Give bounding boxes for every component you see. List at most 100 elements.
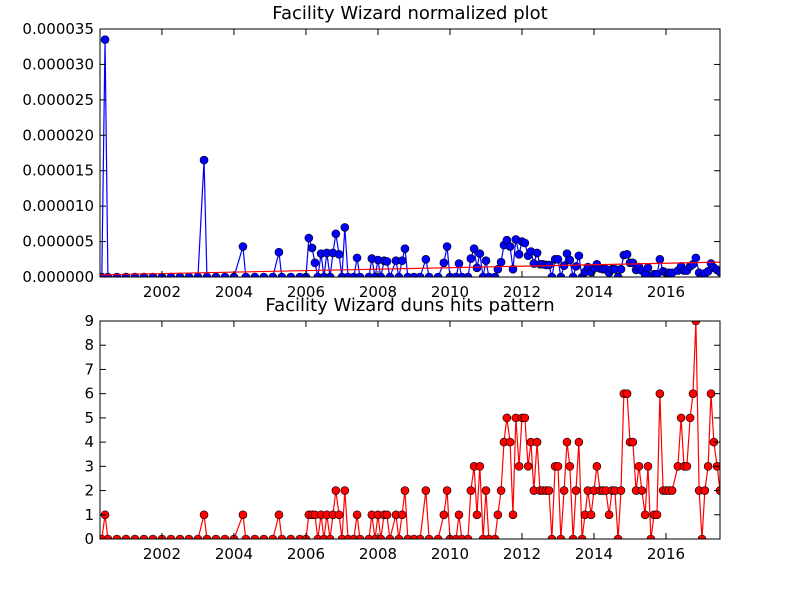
y-tick-label: 0.000035 — [22, 20, 94, 38]
data-point — [622, 250, 632, 259]
data-point — [193, 534, 203, 539]
data-point — [532, 248, 542, 258]
data-point — [556, 272, 566, 277]
data-point — [676, 413, 686, 423]
data-point — [643, 462, 653, 471]
y-tick-label: 0.000015 — [22, 162, 94, 180]
data-point — [613, 272, 623, 277]
data-point — [385, 272, 395, 277]
data-point — [376, 534, 386, 539]
data-point — [415, 272, 425, 277]
data-point — [496, 257, 506, 267]
data-point — [424, 534, 434, 539]
data-point — [553, 462, 563, 471]
data-point — [715, 267, 720, 277]
y-tick-label: 1 — [84, 506, 94, 524]
data-point — [655, 254, 665, 264]
data-point — [586, 510, 596, 520]
data-point — [505, 242, 515, 251]
data-point — [439, 258, 449, 268]
data-point — [355, 534, 365, 539]
data-point — [238, 242, 248, 251]
data-point — [667, 486, 677, 495]
data-point — [220, 534, 230, 539]
data-point — [475, 249, 485, 258]
data-point — [334, 250, 344, 259]
data-point — [634, 462, 644, 471]
data-point — [385, 534, 395, 539]
data-point — [259, 534, 269, 539]
chart-title: Facility Wizard normalized plot — [272, 3, 547, 24]
data-point — [490, 534, 500, 539]
data-point — [703, 462, 713, 471]
data-point — [199, 155, 209, 165]
data-point — [637, 486, 647, 495]
data-point — [697, 534, 707, 539]
data-point — [400, 486, 410, 495]
data-point — [466, 486, 476, 495]
data-point — [439, 510, 449, 520]
data-point — [103, 534, 113, 539]
x-tick-label: 2008 — [359, 545, 397, 563]
y-tick-label: 0.000025 — [22, 91, 94, 109]
data-point — [268, 534, 278, 539]
data-point — [250, 272, 260, 277]
data-point — [202, 534, 212, 539]
data-point — [568, 272, 578, 277]
data-point — [574, 251, 584, 261]
data-point — [382, 257, 392, 266]
data-point — [277, 534, 287, 539]
data-point — [307, 243, 317, 253]
data-point — [568, 534, 578, 539]
data-point — [382, 510, 392, 520]
data-point — [463, 534, 473, 539]
data-point — [148, 534, 158, 539]
data-point — [139, 534, 149, 539]
data-point — [613, 534, 623, 539]
x-tick-label: 2006 — [287, 283, 325, 301]
data-point — [481, 256, 491, 266]
y-tick-label: 0.000005 — [22, 233, 94, 251]
x-tick-label: 2014 — [575, 283, 613, 301]
x-tick-label: 2004 — [215, 283, 253, 301]
data-point — [628, 437, 638, 447]
data-point — [340, 486, 350, 495]
data-point — [331, 229, 341, 239]
x-tick-label: 2012 — [503, 283, 541, 301]
data-point — [175, 534, 185, 539]
data-point — [121, 534, 131, 539]
axes-frame — [99, 28, 721, 278]
y-tick-label: 8 — [84, 336, 94, 354]
data-point — [544, 486, 554, 495]
data-point — [466, 254, 476, 263]
data-point — [706, 389, 716, 398]
data-point — [643, 263, 653, 273]
x-tick-label: 2008 — [359, 283, 397, 301]
data-point — [565, 255, 575, 265]
data-point — [508, 264, 518, 274]
x-tick-label: 2016 — [647, 283, 685, 301]
x-tick-label: 2002 — [143, 545, 181, 563]
data-point — [469, 244, 479, 253]
data-point — [277, 272, 287, 277]
data-point — [571, 486, 581, 495]
data-point — [544, 260, 554, 270]
data-point — [415, 534, 425, 539]
trend-line — [100, 261, 720, 276]
data-point — [514, 462, 524, 471]
data-point — [268, 272, 278, 277]
data-point — [616, 486, 626, 495]
data-point — [286, 534, 296, 539]
data-point — [331, 486, 341, 495]
data-point — [241, 534, 251, 539]
data-point — [274, 510, 284, 520]
data-line — [101, 321, 720, 539]
data-point — [334, 510, 344, 520]
data-point — [394, 534, 404, 539]
data-point — [340, 223, 350, 232]
data-point — [130, 534, 140, 539]
data-point — [685, 413, 695, 423]
data-point — [304, 233, 314, 243]
data-point — [553, 254, 563, 264]
